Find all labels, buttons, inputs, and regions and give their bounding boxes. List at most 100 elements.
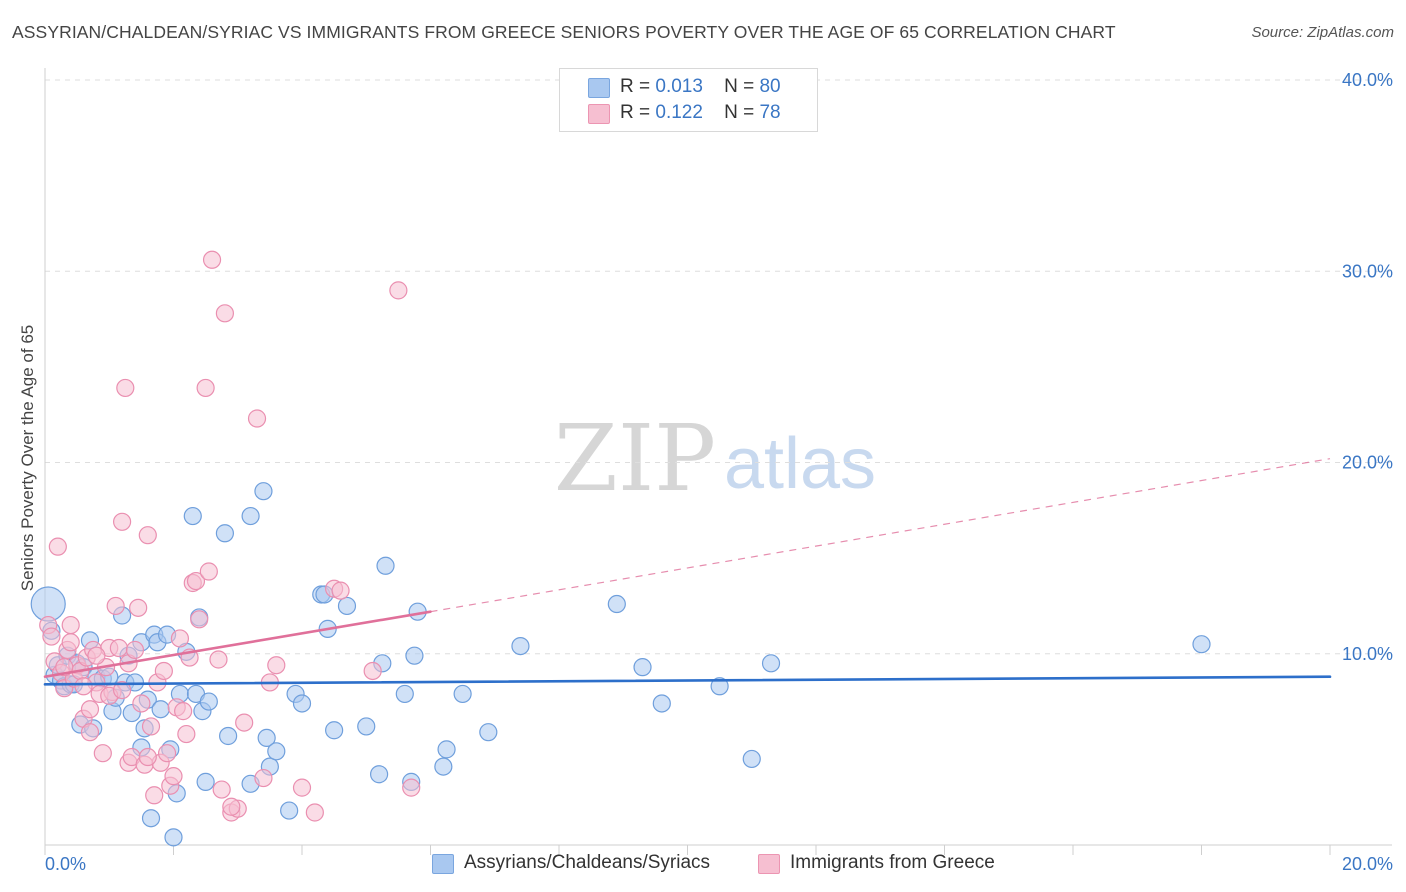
data-point [222, 797, 241, 816]
series-legend-label: Assyrians/Chaldeans/Syriacs [464, 852, 711, 873]
x-tick-label: 0.0% [45, 854, 86, 874]
data-point [138, 747, 157, 767]
data-point [267, 656, 286, 675]
data-point [434, 757, 453, 776]
data-point [363, 661, 382, 681]
data-point [370, 765, 389, 784]
data-point [357, 717, 376, 736]
data-point [479, 723, 498, 742]
data-point [42, 627, 61, 646]
tick-labels: 10.0% 20.0% 30.0% 40.0% 0.0% 20.0% [45, 70, 1393, 874]
y-tick-label: 10.0% [1342, 644, 1393, 664]
data-point [196, 378, 215, 398]
data-point [190, 610, 209, 629]
data-point [141, 717, 161, 736]
data-point [267, 742, 286, 761]
trend-line-assyrians [43, 675, 1332, 686]
data-point [292, 694, 312, 713]
data-point [511, 636, 530, 656]
data-point [405, 646, 424, 665]
data-point [742, 749, 761, 769]
data-point [186, 571, 206, 591]
data-point [80, 700, 100, 719]
data-point [61, 615, 80, 635]
data-point [219, 726, 238, 746]
data-point [164, 828, 183, 847]
data-points [30, 250, 1211, 847]
legend-swatch-blue [588, 78, 610, 98]
legend-r-label: R = [620, 102, 651, 123]
stats-legend: R = 0.013 N = 80 R = 0.122 N = 78 [559, 68, 818, 132]
data-point [652, 694, 671, 713]
trend-line-greece [43, 610, 432, 679]
legend-n-value: 78 [759, 102, 781, 123]
data-point [292, 778, 312, 797]
data-point [215, 304, 234, 323]
data-point [402, 778, 421, 797]
watermark-zip: ZIP [554, 405, 716, 512]
data-point [212, 780, 231, 799]
legend-r-value: 0.122 [655, 102, 703, 123]
series-swatch-pink [758, 854, 780, 874]
legend-swatch-pink [588, 104, 610, 124]
data-point [202, 250, 222, 269]
data-point [164, 767, 183, 786]
watermark-atlas: atlas [724, 424, 876, 504]
data-point [170, 629, 190, 648]
data-point [453, 684, 472, 704]
data-point [235, 713, 254, 732]
data-point [305, 803, 324, 822]
data-point [93, 744, 112, 763]
y-tick-label: 20.0% [1342, 453, 1393, 473]
data-point [247, 409, 267, 428]
data-point [254, 482, 273, 501]
series-legend-label: Immigrants from Greece [790, 852, 995, 873]
data-point [254, 768, 273, 788]
trend-line-extension [430, 458, 1331, 613]
data-point [151, 700, 170, 719]
data-point [710, 677, 729, 696]
data-point [129, 598, 148, 617]
data-point [257, 728, 276, 748]
data-point [199, 692, 218, 711]
data-point [106, 596, 125, 616]
legend-r-label: R = [620, 76, 651, 97]
data-point [87, 646, 106, 665]
data-point [61, 633, 80, 652]
chart-title: ASSYRIAN/CHALDEAN/SYRIAC VS IMMIGRANTS F… [12, 22, 1116, 42]
legend-n-label: N = [724, 102, 755, 123]
data-point [1192, 635, 1211, 654]
series-assyrians [30, 482, 1211, 847]
data-point [116, 378, 135, 398]
data-point [109, 638, 128, 658]
data-point [112, 512, 132, 531]
data-point [30, 586, 66, 622]
data-point [174, 702, 193, 721]
data-point [141, 809, 161, 828]
data-point [331, 581, 350, 600]
data-point [112, 680, 132, 700]
data-point [199, 562, 218, 581]
source-label: Source: ZipAtlas.com [1251, 24, 1394, 41]
data-point [55, 658, 74, 677]
data-point [196, 772, 215, 791]
data-point [177, 724, 196, 744]
series-swatch-blue [432, 854, 454, 874]
data-point [280, 801, 299, 820]
data-point [215, 524, 234, 543]
data-point [48, 537, 67, 556]
legend-n-value: 80 [759, 76, 781, 97]
data-point [74, 677, 93, 696]
y-tick-label: 30.0% [1342, 261, 1393, 281]
data-point [154, 661, 173, 681]
data-point [437, 740, 456, 759]
data-point [183, 506, 202, 526]
data-point [337, 596, 357, 616]
data-point [607, 594, 626, 614]
data-point [761, 654, 781, 673]
data-point [376, 556, 395, 575]
data-point [395, 684, 414, 704]
data-point [241, 506, 260, 526]
x-tick-label: 20.0% [1342, 854, 1393, 874]
